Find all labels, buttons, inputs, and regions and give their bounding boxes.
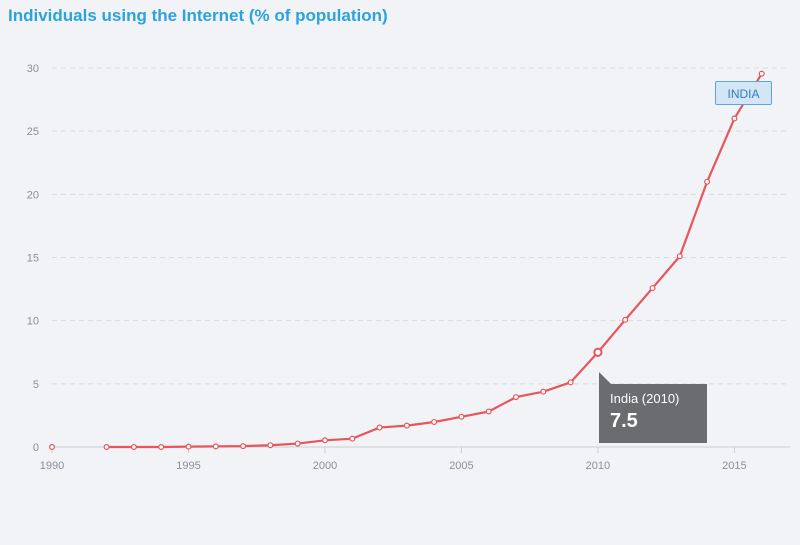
data-point: [567, 379, 574, 386]
data-point: [731, 115, 738, 122]
data-point: [403, 422, 410, 429]
data-point: [294, 440, 301, 447]
data-point: [185, 443, 192, 450]
data-point: [48, 444, 55, 451]
data-point: [540, 388, 547, 395]
tooltip-value: 7.5: [610, 410, 638, 432]
data-point: [212, 443, 219, 450]
y-axis: 0 5 10 15 20 25 30: [27, 63, 39, 454]
data-point: [376, 424, 383, 431]
data-point: [321, 437, 328, 444]
data-point: [485, 408, 492, 415]
y-tick-label: 0: [33, 442, 39, 454]
x-tick-label: 1990: [40, 460, 64, 472]
tooltip-label: India (2010): [610, 391, 680, 406]
data-point: [130, 444, 137, 451]
x-tick-label: 2010: [586, 460, 610, 472]
series-label-india[interactable]: INDIA: [715, 81, 772, 105]
data-point: [267, 442, 274, 449]
series-points: [48, 70, 765, 451]
data-point: [349, 435, 356, 442]
data-tooltip: India (2010) 7.5: [599, 372, 707, 443]
x-tick-label: 2005: [449, 460, 473, 472]
chart-title: Individuals using the Internet (% of pop…: [8, 6, 388, 25]
data-point-highlighted: [593, 347, 603, 357]
x-tick-label: 2000: [313, 460, 337, 472]
data-point: [240, 443, 247, 450]
y-tick-label: 20: [27, 189, 39, 201]
grid-lines: [52, 67, 790, 448]
y-tick-label: 10: [27, 316, 39, 328]
y-tick-label: 5: [33, 379, 39, 391]
data-point: [458, 413, 465, 420]
data-point: [158, 444, 165, 451]
y-tick-label: 15: [27, 253, 39, 265]
x-tick-label: 1995: [176, 460, 200, 472]
data-point: [649, 285, 656, 292]
data-point: [676, 253, 683, 260]
data-point: [513, 394, 520, 401]
y-tick-label: 25: [27, 126, 39, 138]
data-point: [103, 444, 110, 451]
data-point: [622, 316, 629, 323]
data-point: [431, 418, 438, 425]
x-tick-label: 2015: [722, 460, 746, 472]
data-point: [758, 70, 765, 77]
data-point: [704, 178, 711, 185]
x-axis: 1990 1995 2000 2005 2010 2015: [40, 447, 747, 472]
y-tick-label: 30: [27, 63, 39, 75]
